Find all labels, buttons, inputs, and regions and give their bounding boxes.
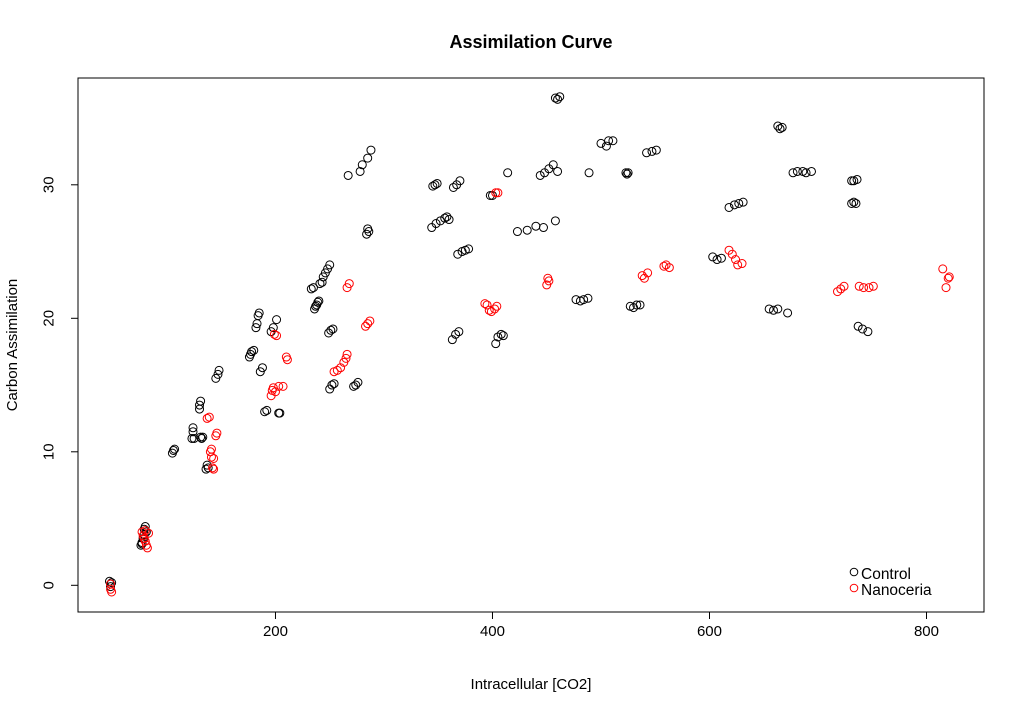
y-axis-label: Carbon Assimilation [4,279,21,412]
y-tick-label: 30 [41,176,58,193]
legend-label-control: Control [861,566,911,583]
x-tick-label: 800 [914,623,939,640]
legend-label-nanoceria: Nanoceria [861,582,932,599]
x-tick-label: 600 [697,623,722,640]
y-tick-label: 20 [41,310,58,327]
x-tick-label: 200 [263,623,288,640]
chart-title: Assimilation Curve [449,32,612,52]
y-tick-label: 0 [41,581,58,589]
x-tick-label: 400 [480,623,505,640]
x-axis-label: Intracellular [CO2] [471,676,592,693]
y-tick-label: 10 [41,443,58,460]
